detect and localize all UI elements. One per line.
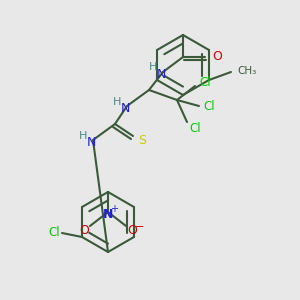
Text: −: − <box>135 222 145 232</box>
Text: Cl: Cl <box>48 226 60 239</box>
Text: CH₃: CH₃ <box>237 66 256 76</box>
Text: N: N <box>103 208 113 220</box>
Text: Cl: Cl <box>189 122 201 134</box>
Text: N: N <box>156 68 166 80</box>
Text: S: S <box>138 134 146 146</box>
Text: N: N <box>86 136 96 149</box>
Text: N: N <box>120 103 130 116</box>
Text: O: O <box>79 224 89 236</box>
Text: Cl: Cl <box>199 76 211 89</box>
Text: H: H <box>149 62 157 72</box>
Text: Cl: Cl <box>203 100 214 112</box>
Text: +: + <box>110 204 118 214</box>
Text: H: H <box>113 97 121 107</box>
Text: O: O <box>212 50 222 64</box>
Text: H: H <box>79 131 87 141</box>
Text: O: O <box>127 224 137 236</box>
